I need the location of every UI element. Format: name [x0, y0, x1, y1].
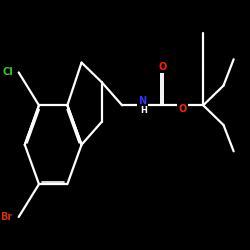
- Text: O: O: [179, 104, 187, 114]
- Text: Cl: Cl: [2, 68, 13, 78]
- Text: N: N: [138, 96, 146, 106]
- Text: H: H: [140, 106, 147, 115]
- Text: O: O: [158, 62, 167, 72]
- Text: Br: Br: [0, 212, 13, 222]
